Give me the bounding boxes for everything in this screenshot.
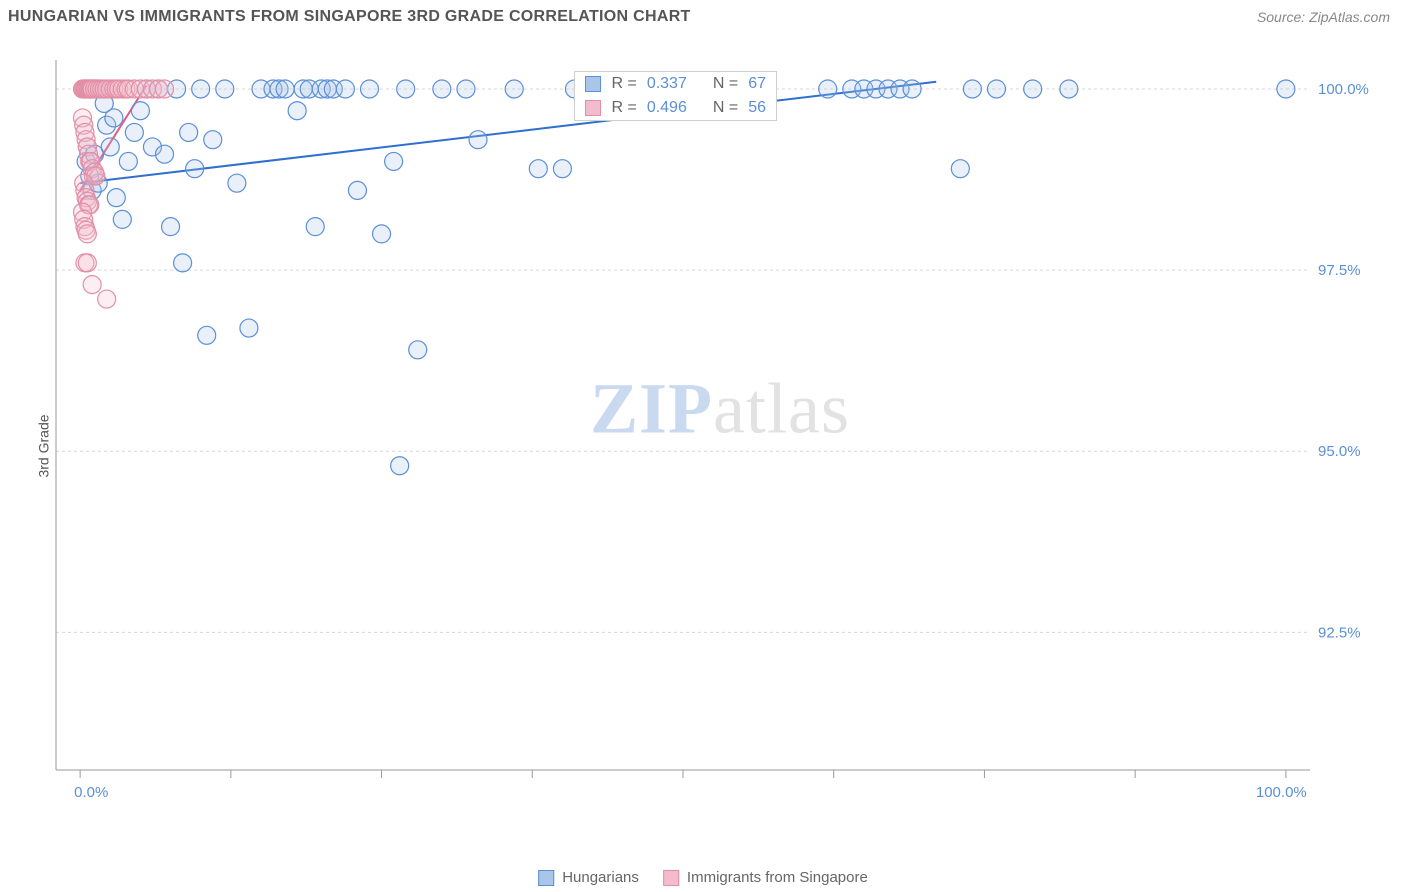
- chart-title: HUNGARIAN VS IMMIGRANTS FROM SINGAPORE 3…: [8, 8, 691, 26]
- stats-row: R = 0.337 N = 67: [575, 72, 776, 96]
- legend-label: Immigrants from Singapore: [687, 869, 868, 886]
- scatter-chart: 92.5% 95.0% 97.5% 100.0%: [50, 50, 1390, 830]
- n-label: N =: [713, 99, 738, 117]
- y-tick-label: 97.5%: [1318, 262, 1361, 279]
- stats-row: R = 0.496 N = 56: [575, 96, 776, 120]
- x-tick-label: 0.0%: [74, 784, 108, 801]
- n-label: N =: [713, 75, 738, 93]
- chart-source: Source: ZipAtlas.com: [1257, 9, 1390, 25]
- r-label: R =: [611, 99, 636, 117]
- n-value: 67: [748, 75, 766, 93]
- legend-item: Immigrants from Singapore: [663, 869, 868, 886]
- y-tick-label: 92.5%: [1318, 624, 1361, 641]
- r-value: 0.337: [647, 75, 687, 93]
- stats-swatch: [585, 100, 601, 116]
- r-value: 0.496: [647, 99, 687, 117]
- y-tick-label: 100.0%: [1318, 81, 1369, 98]
- stats-box: R = 0.337 N = 67 R = 0.496 N = 56: [574, 71, 777, 121]
- legend: Hungarians Immigrants from Singapore: [538, 869, 868, 886]
- n-value: 56: [748, 99, 766, 117]
- legend-swatch: [663, 870, 679, 886]
- chart-header: HUNGARIAN VS IMMIGRANTS FROM SINGAPORE 3…: [0, 0, 1406, 30]
- legend-label: Hungarians: [562, 869, 639, 886]
- stats-swatch: [585, 76, 601, 92]
- legend-swatch: [538, 870, 554, 886]
- legend-item: Hungarians: [538, 869, 639, 886]
- y-tick-label: 95.0%: [1318, 443, 1361, 460]
- x-tick-label: 100.0%: [1256, 784, 1307, 801]
- r-label: R =: [611, 75, 636, 93]
- chart-container: 92.5%95.0%97.5%100.0% ZIPatlas R = 0.337…: [50, 50, 1390, 830]
